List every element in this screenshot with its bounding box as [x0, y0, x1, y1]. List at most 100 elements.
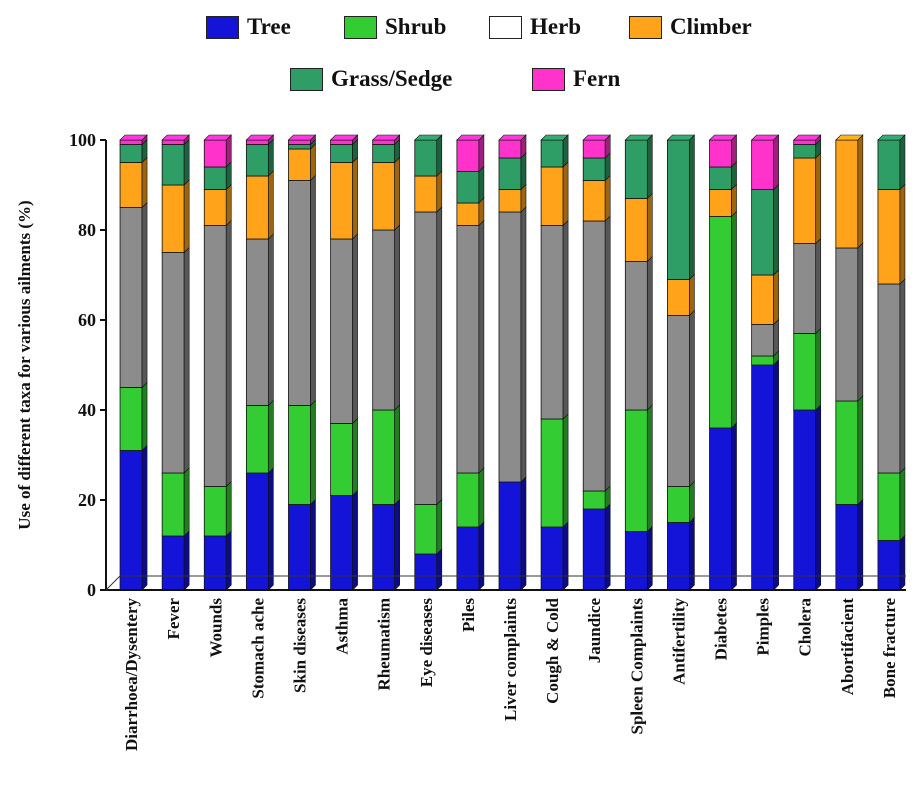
bar-diabetes-climber — [709, 189, 732, 217]
bar-wounds-shrub-side — [225, 480, 232, 537]
legend-item-grass-sedge: Grass/Sedge — [290, 66, 452, 92]
bar-jaundice-climber — [582, 180, 606, 222]
bar-antifertility-shrub-side — [689, 480, 695, 524]
bar-stomach-ache-shrub — [245, 405, 269, 474]
bar-bone-fracture-herb-side — [899, 278, 906, 474]
x-tick-label: Fever — [164, 598, 183, 640]
legend-item-tree: Tree — [206, 14, 291, 40]
bar-cough-cold-shrub-side — [562, 413, 569, 528]
x-tick-label: Rheumatism — [375, 598, 394, 691]
bar-wounds-tree — [203, 535, 227, 591]
bar-bone-fracture-shrub — [877, 472, 901, 541]
x-tick-label: Bone fracture — [880, 598, 899, 699]
bar-skin-diseases-shrub — [288, 405, 311, 505]
bar-cholera-shrub-side — [815, 327, 822, 411]
bar-jaundice-fern — [582, 139, 606, 159]
bar-skin-diseases-climber-side — [310, 143, 316, 182]
bar-eye-diseases-climber — [414, 175, 438, 213]
bar-stomach-ache-grass-sedge — [245, 144, 269, 177]
bar-jaundice-grass-sedge — [582, 157, 606, 181]
bar-eye-diseases-shrub-side — [436, 498, 443, 555]
bar-asthma-top — [329, 134, 359, 141]
bar-cough-cold-grass-sedge-side — [562, 134, 569, 168]
legend-item-fern: Fern — [532, 66, 620, 92]
bar-asthma-climber-side — [352, 156, 358, 240]
bar-stomach-ache-grass-sedge-side — [268, 138, 274, 177]
bar-rheumatism-climber — [372, 162, 396, 231]
bar-cough-cold-tree-side — [562, 521, 569, 591]
bar-spleen-complaints-herb-side — [647, 255, 653, 411]
bar-antifertility-grass-sedge — [667, 139, 690, 280]
bar-rheumatism-herb — [372, 229, 396, 411]
bar-antifertility-tree — [667, 522, 690, 591]
legend-swatch-grass-sedge — [290, 67, 323, 91]
bar-diarrhoea-dysentery-shrub — [119, 387, 143, 451]
legend-label-climber: Climber — [670, 14, 752, 39]
bar-wounds-fern — [203, 139, 227, 168]
bar-liver-complaints-tree-side — [520, 476, 527, 591]
bar-spleen-complaints-climber-side — [647, 192, 653, 263]
bar-jaundice-top — [582, 134, 611, 141]
bar-cholera-herb-side — [815, 237, 822, 335]
bar-wounds-top — [203, 134, 232, 141]
bar-liver-complaints-grass-sedge — [498, 157, 522, 190]
legend-item-shrub: Shrub — [344, 14, 446, 40]
bar-diabetes-climber-side — [731, 183, 737, 218]
bar-rheumatism-top — [371, 134, 401, 141]
bar-asthma-herb — [330, 238, 353, 424]
bar-diarrhoea-dysentery-herb — [119, 207, 143, 388]
bar-eye-diseases-grass-sedge — [414, 139, 438, 177]
bar-spleen-complaints-climber — [624, 198, 648, 262]
bar-abortifacient-top — [835, 134, 864, 141]
bar-bone-fracture-climber-side — [899, 183, 906, 285]
bar-eye-diseases-herb — [414, 211, 438, 505]
x-tick-label: Cough & Cold — [543, 597, 562, 703]
bar-rheumatism-shrub-side — [394, 404, 400, 506]
legend-label-fern: Fern — [573, 66, 621, 91]
x-tick-label: Diarrhoea/Dysentery — [122, 598, 141, 751]
bar-fever-grass-sedge — [161, 144, 185, 186]
y-tick-label: 100 — [69, 130, 96, 150]
bar-pimples-grass-sedge-side — [773, 183, 779, 276]
bar-wounds-herb — [203, 225, 227, 487]
bar-rheumatism-fern — [372, 139, 396, 145]
bar-fever-herb-side — [183, 246, 190, 474]
y-tick-label: 0 — [87, 580, 96, 600]
x-tick-label: Stomach ache — [248, 598, 267, 699]
legend-swatch-tree — [206, 15, 239, 39]
bar-asthma-climber — [330, 162, 353, 240]
bar-pimples-tree-side — [773, 359, 779, 591]
bar-skin-diseases-grass-sedge — [288, 144, 311, 150]
bar-cough-cold-tree — [540, 526, 564, 591]
bar-stomach-ache-climber-side — [268, 170, 274, 240]
bar-stomach-ache-top — [245, 134, 275, 141]
bar-skin-diseases-fern — [288, 139, 311, 145]
bar-skin-diseases-tree — [288, 504, 311, 591]
bar-diabetes-fern-side — [731, 134, 737, 168]
bar-eye-diseases-shrub — [414, 504, 438, 555]
bar-eye-diseases-tree — [414, 553, 438, 591]
x-tick-label: Abortifacient — [838, 598, 857, 696]
bar-antifertility-shrub — [667, 486, 690, 523]
bar-asthma-shrub — [330, 423, 353, 496]
bar-abortifacient-herb — [835, 247, 859, 402]
bar-abortifacient-shrub-side — [857, 395, 864, 506]
bar-jaundice-climber-side — [604, 174, 611, 222]
bar-piles-herb-side — [478, 219, 485, 474]
bar-spleen-complaints-shrub — [624, 409, 648, 532]
bar-fever-shrub — [161, 472, 185, 537]
bar-cholera-climber — [793, 157, 817, 244]
bar-piles-top — [456, 134, 485, 141]
bar-bone-fracture-herb — [877, 283, 901, 474]
bar-diabetes-top — [708, 134, 738, 141]
bar-diarrhoea-dysentery-grass-sedge — [119, 144, 143, 163]
bar-fever-herb — [161, 252, 185, 474]
legend-swatch-shrub — [344, 15, 377, 39]
bar-stomach-ache-fern — [245, 139, 269, 145]
bar-diabetes-shrub-side — [731, 210, 737, 429]
bar-cough-cold-herb — [540, 225, 564, 420]
bar-abortifacient-shrub — [835, 400, 859, 505]
bar-cholera-top — [793, 134, 822, 141]
bar-wounds-herb-side — [225, 219, 232, 488]
